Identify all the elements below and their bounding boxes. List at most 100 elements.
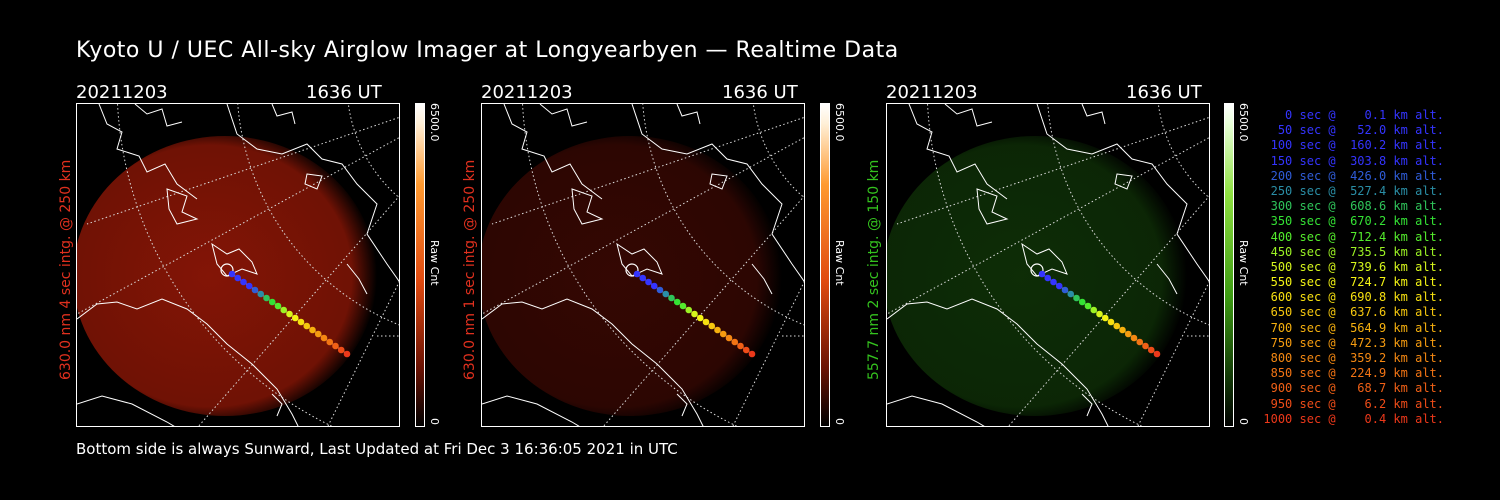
legend-row: 700 sec @ 564.9 km alt. — [1263, 320, 1444, 335]
trajectory-legend: 0 sec @ 0.1 km alt. 50 sec @ 52.0 km alt… — [1262, 108, 1444, 427]
panel-2-scale-min: 0 — [833, 418, 846, 425]
trajectory-point — [263, 294, 270, 302]
panel-2-scale-unit: Raw Cnt — [833, 240, 846, 286]
trajectory-point — [326, 338, 334, 346]
trajectory-point — [639, 274, 647, 282]
trajectory-point — [257, 290, 265, 298]
coastline — [482, 395, 580, 426]
trajectory-point — [662, 290, 670, 298]
trajectory-point — [268, 298, 276, 306]
trajectory-point — [673, 298, 681, 306]
legend-row: 850 sec @ 224.9 km alt. — [1263, 366, 1444, 381]
trajectory-point — [731, 338, 739, 346]
panel-3-image — [886, 103, 1210, 427]
panel-1-scale-unit: Raw Cnt — [428, 240, 441, 286]
coastline — [887, 298, 1109, 426]
trajectory-point — [1101, 314, 1109, 322]
coastline — [976, 188, 1009, 225]
coastline — [226, 104, 399, 283]
trajectory-point — [303, 322, 311, 330]
trajectory-point — [1119, 326, 1126, 334]
trajectory-point — [240, 278, 247, 286]
trajectory-point — [1050, 278, 1057, 286]
trajectory-point — [245, 282, 253, 290]
station-marker — [220, 263, 234, 277]
coastline — [304, 173, 323, 190]
legend-row: 550 sec @ 724.7 km alt. — [1263, 275, 1444, 290]
meridian-line — [86, 116, 399, 225]
coastline — [1081, 104, 1106, 125]
trajectory-point — [297, 318, 305, 326]
coastline — [1156, 263, 1178, 295]
footer-note: Bottom side is always Sunward, Last Upda… — [76, 440, 678, 458]
trajectory-point — [714, 326, 721, 334]
panel-2-colorbar — [820, 103, 830, 427]
coastline — [77, 298, 299, 426]
trajectory-point — [633, 270, 641, 278]
coastline — [751, 263, 773, 295]
trajectory-point — [1044, 274, 1052, 282]
trajectory-point — [1113, 322, 1121, 330]
trajectory-point — [1124, 330, 1132, 338]
allsky-map — [77, 104, 399, 426]
trajectory-point — [696, 314, 704, 322]
coastline — [98, 104, 198, 200]
trajectory-point — [1084, 302, 1092, 310]
station-marker — [625, 263, 639, 277]
trajectory-point — [343, 350, 351, 358]
meridian-line — [491, 116, 804, 225]
panel-1-side-label: 630.0 nm 4 sec intg. @ 250 km — [58, 159, 74, 380]
coastline — [271, 393, 283, 417]
coastline — [77, 395, 175, 426]
trajectory-point — [1073, 294, 1080, 302]
panel-3-scale-unit: Raw Cnt — [1237, 240, 1250, 286]
panel-3-side-label: 557.7 nm 2 sec intg. @ 150 km — [866, 159, 882, 380]
trajectory-point — [251, 286, 259, 294]
legend-row: 150 sec @ 303.8 km alt. — [1263, 153, 1444, 168]
coastline — [482, 298, 704, 426]
trajectory-point — [656, 286, 664, 294]
trajectory-point — [719, 330, 727, 338]
trajectory-point — [1061, 286, 1069, 294]
meridian-line — [603, 195, 804, 426]
coastline — [631, 104, 804, 283]
panel-1-image — [76, 103, 400, 427]
coastline — [1021, 242, 1068, 277]
coastline — [709, 173, 728, 190]
legend-row: 650 sec @ 637.6 km alt. — [1263, 305, 1444, 320]
coastline — [1114, 173, 1133, 190]
panel-2-image — [481, 103, 805, 427]
trajectory-point — [1107, 318, 1115, 326]
trajectory-point — [737, 342, 744, 350]
legend-row: 200 sec @ 426.0 km alt. — [1263, 168, 1444, 183]
coastline — [166, 188, 199, 225]
coastline — [616, 242, 663, 277]
trajectory-point — [645, 278, 652, 286]
legend-row: 800 sec @ 359.2 km alt. — [1263, 351, 1444, 365]
panel-2-date: 20211203 — [481, 82, 573, 103]
trajectory-point — [742, 346, 750, 354]
trajectory-point — [1147, 346, 1155, 354]
coastline — [539, 104, 588, 127]
panel-2-side-label: 630.0 nm 1 sec intg. @ 250 km — [462, 159, 478, 380]
trajectory-point — [234, 274, 242, 282]
panel-2-time: 1636 UT — [722, 82, 798, 103]
legend-row: 400 sec @ 712.4 km alt. — [1263, 229, 1444, 244]
coastline — [944, 104, 993, 127]
coastline — [271, 104, 296, 125]
panel-1-scale-min: 0 — [428, 418, 441, 425]
legend-row: 900 sec @ 68.7 km alt. — [1263, 381, 1444, 396]
legend-row: 350 sec @ 670.2 km alt. — [1263, 214, 1444, 229]
trajectory-point — [1067, 290, 1075, 298]
panel-1-date: 20211203 — [76, 82, 168, 103]
panel-1-scale-max: 6500.0 — [428, 103, 441, 142]
coastline — [676, 393, 688, 417]
trajectory-point — [1130, 334, 1138, 342]
coastline — [1081, 393, 1093, 417]
coastline — [676, 104, 701, 125]
legend-row: 750 sec @ 472.3 km alt. — [1263, 335, 1444, 350]
coastline — [571, 188, 604, 225]
trajectory-point — [702, 318, 710, 326]
trajectory-point — [274, 302, 282, 310]
meridian-line — [198, 195, 399, 426]
